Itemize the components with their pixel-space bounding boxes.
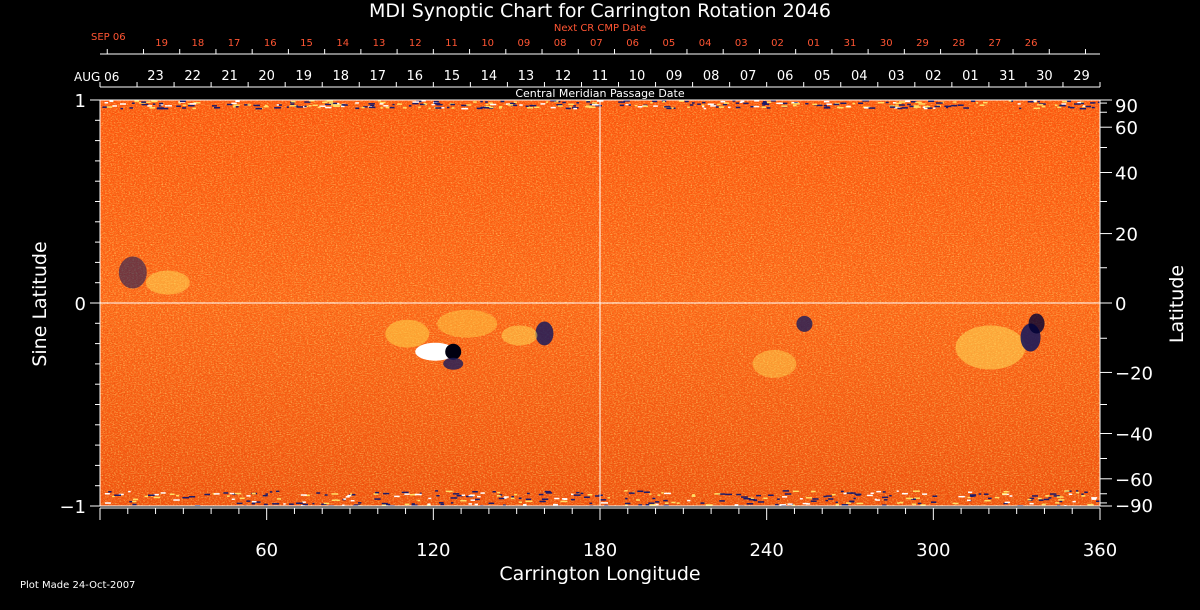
x-tick-label: 360 xyxy=(1083,540,1117,561)
feature-3 xyxy=(752,315,813,378)
y-tick-right-label: 60 xyxy=(1115,118,1138,139)
x-tick-label: 60 xyxy=(255,540,278,561)
cmp-date-label: 30 xyxy=(1036,69,1053,84)
cmp-date-label: 13 xyxy=(518,69,535,84)
y-tick-right-label: 20 xyxy=(1115,225,1138,246)
cmp-date-label: 04 xyxy=(851,69,868,84)
next-cr-date-label: 09 xyxy=(518,38,531,49)
cmp-date-label: 08 xyxy=(703,69,720,84)
next-cr-date-label: 03 xyxy=(735,38,748,49)
next-cr-date-label: 17 xyxy=(228,38,241,49)
y-tick-right-label: −20 xyxy=(1115,363,1153,384)
cmp-date-label: 29 xyxy=(1073,69,1090,84)
y-tick-right-label: −60 xyxy=(1115,470,1153,491)
cmp-date-label: 14 xyxy=(481,69,498,84)
feature-0 xyxy=(385,309,498,370)
y-tick-left-label: −1 xyxy=(59,497,86,518)
cmp-date-label: 09 xyxy=(666,69,683,84)
top-axes: 23 22 21 20 19 18 17 16 15 14 13 12 11 10 09 08 07 06 05 04… xyxy=(99,38,1101,88)
next-cr-date-label: 18 xyxy=(191,38,204,49)
next-cr-date-label: 10 xyxy=(481,38,494,49)
y-tick-right-label: 0 xyxy=(1115,294,1126,315)
y-axis-right-label: Latitude xyxy=(1166,264,1188,344)
next-cr-date-label: 15 xyxy=(300,38,313,49)
cmp-date-label: 05 xyxy=(814,69,831,84)
cmp-date-label: 19 xyxy=(295,69,312,84)
x-tick-label: 120 xyxy=(416,540,450,561)
feature-1 xyxy=(955,313,1045,370)
next-cr-date-label: 29 xyxy=(916,38,929,49)
y-tick-right-label: 40 xyxy=(1115,164,1138,185)
next-cr-date-label: 02 xyxy=(771,38,784,49)
next-cr-date-label: 28 xyxy=(952,38,965,49)
cmp-start-label: AUG 06 xyxy=(74,70,120,84)
next-cr-date-label: 11 xyxy=(445,38,458,49)
next-cr-date-label: 13 xyxy=(373,38,386,49)
next-cr-date-label: 30 xyxy=(880,38,893,49)
cmp-date-label: 02 xyxy=(925,69,942,84)
next-cr-date-label: 06 xyxy=(626,38,639,49)
cmp-date-label: 12 xyxy=(555,69,572,84)
next-cr-date-label: 05 xyxy=(662,38,675,49)
next-cr-date-label: 12 xyxy=(409,38,422,49)
next-cr-date-label: 19 xyxy=(155,38,168,49)
x-tick-label: 300 xyxy=(916,540,950,561)
next-cr-axis-label: Next CR CMP Date xyxy=(553,23,647,34)
y-axis-left-label: Sine Latitude xyxy=(29,241,51,367)
next-cr-start-label: SEP 06 xyxy=(91,32,126,43)
next-cr-date-label: 08 xyxy=(554,38,567,49)
y-tick-left-label: 0 xyxy=(75,294,86,315)
cmp-date-label: 03 xyxy=(888,69,905,84)
cmp-date-label: 23 xyxy=(147,69,164,84)
feature-4 xyxy=(118,256,190,295)
cmp-date-label: 18 xyxy=(332,69,349,84)
next-cr-date-label: 01 xyxy=(807,38,820,49)
cmp-date-label: 07 xyxy=(740,69,757,84)
y-tick-right-label: −40 xyxy=(1115,424,1153,445)
x-tick-label: 180 xyxy=(583,540,617,561)
next-cr-date-label: 31 xyxy=(844,38,857,49)
cmp-date-label: 16 xyxy=(407,69,424,84)
y-axis-left: 1 0 −1 xyxy=(59,91,101,518)
feature-2 xyxy=(501,321,554,346)
cmp-date-label: 15 xyxy=(444,69,461,84)
next-cr-date-label: 27 xyxy=(989,38,1002,49)
x-axis: 60 120 180 240 300 360 xyxy=(99,507,1117,561)
chart-title: MDI Synoptic Chart for Carrington Rotati… xyxy=(369,0,831,22)
y-tick-left-label: 1 xyxy=(75,91,86,112)
cmp-date-label: 06 xyxy=(777,69,794,84)
next-cr-date-label: 26 xyxy=(1025,38,1038,49)
cmp-date-label: 01 xyxy=(962,69,979,84)
x-axis-label: Carrington Longitude xyxy=(499,563,701,585)
cmp-date-label: 11 xyxy=(592,69,609,84)
y-tick-right-label: 90 xyxy=(1115,96,1138,117)
plot-made-note: Plot Made 24-Oct-2007 xyxy=(20,580,136,591)
cmp-date-label: 17 xyxy=(370,69,387,84)
cmp-date-label: 31 xyxy=(999,69,1016,84)
cmp-date-label: 10 xyxy=(629,69,646,84)
next-cr-date-label: 04 xyxy=(699,38,712,49)
cmp-date-label: 20 xyxy=(258,69,275,84)
cmp-date-label: 22 xyxy=(184,69,201,84)
next-cr-date-label: 16 xyxy=(264,38,277,49)
y-tick-right-label: −90 xyxy=(1115,496,1153,517)
x-tick-label: 240 xyxy=(749,540,783,561)
next-cr-date-label: 07 xyxy=(590,38,603,49)
cmp-date-label: 21 xyxy=(221,69,238,84)
cmp-axis-label: Central Meridian Passage Date xyxy=(515,87,685,100)
next-cr-date-label: 14 xyxy=(336,38,349,49)
chart-grid xyxy=(100,100,1100,506)
magnetogram-map xyxy=(100,100,1100,506)
